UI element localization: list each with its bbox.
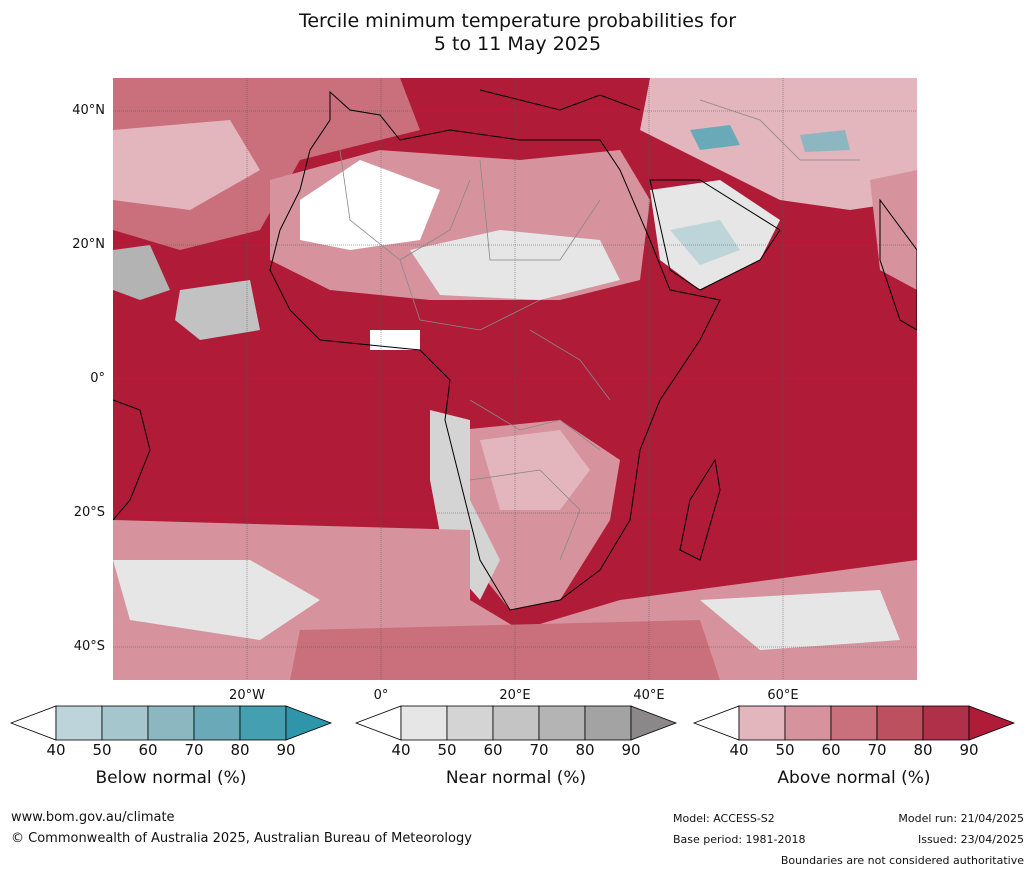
lon-label-0: 0° [373, 688, 389, 703]
region-iran-below [800, 130, 850, 152]
region-west-atlantic-grey2 [175, 280, 260, 340]
colorbar-near-tick: 70 [529, 741, 549, 759]
colorbar-near-tick: 50 [437, 741, 457, 759]
colorbar-near-tick: 80 [575, 741, 595, 759]
colorbar-above-high-arrow [968, 705, 1016, 741]
region-southern-ocean-white [113, 560, 320, 640]
region-southern-ocean-mid [290, 620, 720, 680]
country-boundaries [339, 99, 860, 561]
colorbar-above-segment [830, 705, 878, 741]
colorbar-above-tick: 50 [775, 741, 795, 759]
colorbar-below-segment [55, 705, 103, 741]
footer-disclaimer: Boundaries are not considered authoritat… [780, 854, 1024, 867]
lon-label-20e: 20°E [499, 688, 531, 703]
colorbar-below-low-arrow [9, 705, 57, 741]
colorbar-below-tick: 60 [138, 741, 158, 759]
region-west-atlantic-grey [113, 245, 170, 300]
colorbar-below-tick: 50 [92, 741, 112, 759]
colorbar-above-segment [738, 705, 786, 741]
colorbar-below-tick: 90 [276, 741, 296, 759]
footer-model-run: Model run: 21/04/2025 [898, 812, 1024, 825]
colorbar-near-segment [492, 705, 540, 741]
footer-copyright: © Commonwealth of Australia 2025, Austra… [11, 831, 472, 846]
colorbar-below [9, 705, 333, 741]
colorbar-near-segment [400, 705, 448, 741]
colorbar-near-high-arrow [630, 705, 678, 741]
colorbar-below-segment [193, 705, 241, 741]
colorbar-above-segment [922, 705, 970, 741]
colorbar-near-tick: 90 [621, 741, 641, 759]
colorbar-near-segment [446, 705, 494, 741]
colorbar-near-low-arrow [354, 705, 402, 741]
region-india-light [870, 170, 917, 290]
colorbar-above-tick: 80 [913, 741, 933, 759]
colorbars [9, 705, 1016, 741]
colorbar-above-tick: 60 [821, 741, 841, 759]
region-north-atlantic-light [113, 120, 260, 210]
colorbar-near-tick: 40 [391, 741, 411, 759]
graticule [113, 78, 917, 680]
colorbar-below-tick: 70 [184, 741, 204, 759]
colorbar-above-tick: 40 [729, 741, 749, 759]
footer-url[interactable]: www.bom.gov.au/climate [11, 810, 175, 825]
colorbar-above-tick: 70 [867, 741, 887, 759]
colorbar-below-segment [101, 705, 149, 741]
colorbar-near-segment [584, 705, 632, 741]
region-kalahari-light [480, 430, 590, 510]
colorbar-below-title: Below normal (%) [95, 768, 247, 788]
coastlines [113, 89, 917, 611]
lon-label-20w: 20°W [229, 688, 265, 703]
colorbar-above-low-arrow [692, 705, 740, 741]
colorbar-below-segment [147, 705, 195, 741]
colorbar-above-title: Above normal (%) [777, 768, 931, 788]
lat-label-40s: 40°S [73, 639, 105, 654]
colorbar-above [692, 705, 1016, 741]
colorbar-below-segment [239, 705, 287, 741]
title-line-2: 5 to 11 May 2025 [433, 33, 602, 55]
lat-label-0: 0° [90, 371, 105, 386]
region-gulf-guinea-white [370, 330, 420, 350]
colorbar-below-high-arrow [285, 705, 333, 741]
colorbar-near-tick: 60 [483, 741, 503, 759]
footer-base-period: Base period: 1981-2018 [673, 833, 806, 846]
colorbar-near-segment [538, 705, 586, 741]
lon-label-60e: 60°E [767, 688, 799, 703]
lat-label-20n: 20°N [72, 237, 105, 252]
lon-label-40e: 40°E [633, 688, 665, 703]
lat-label-40n: 40°N [72, 103, 105, 118]
colorbar-above-segment [784, 705, 832, 741]
colorbar-below-tick: 80 [230, 741, 250, 759]
footer-issued: Issued: 23/04/2025 [917, 833, 1024, 846]
title-line-1: Tercile minimum temperature probabilitie… [298, 10, 737, 32]
footer-model: Model: ACCESS-S2 [673, 812, 775, 825]
region-southern-ocean-white2 [700, 590, 900, 650]
region-sahara-white [300, 160, 440, 250]
colorbar-above-tick: 90 [959, 741, 979, 759]
map-title: Tercile minimum temperature probabilitie… [0, 10, 1035, 56]
colorbar-above-segment [876, 705, 924, 741]
region-arabia-below [670, 220, 740, 265]
colorbar-near-title: Near normal (%) [445, 768, 587, 788]
region-caspian-below [690, 125, 740, 150]
colorbar-near [354, 705, 678, 741]
lat-label-20s: 20°S [73, 505, 105, 520]
colorbar-below-tick: 40 [46, 741, 66, 759]
